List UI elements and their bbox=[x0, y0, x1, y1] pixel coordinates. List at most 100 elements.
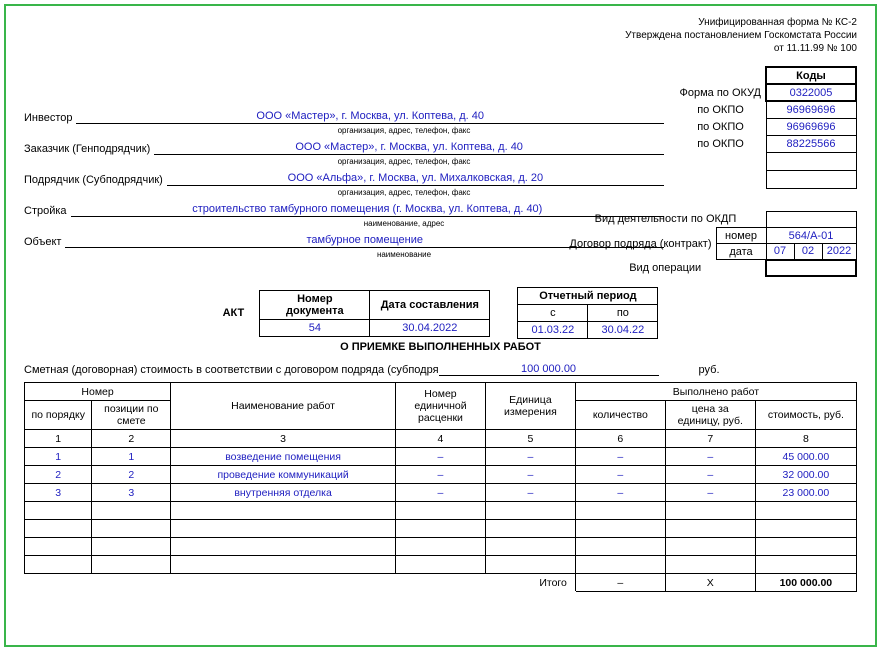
period-to-label: по bbox=[588, 305, 658, 322]
empty-row bbox=[25, 538, 857, 556]
period-header: Отчетный период bbox=[518, 288, 658, 305]
th-qty: количество bbox=[575, 401, 665, 430]
cell-qty: – bbox=[575, 448, 665, 466]
contract-date-label: дата bbox=[716, 244, 766, 260]
operation-value bbox=[766, 260, 856, 276]
cn4: 4 bbox=[396, 430, 486, 448]
empty-row bbox=[25, 556, 857, 574]
cell-cost: 45 000.00 bbox=[755, 448, 856, 466]
construction-label: Стройка bbox=[24, 205, 71, 217]
form-header: Унифицированная форма № КС-2 Утверждена … bbox=[24, 16, 857, 55]
contract-number: 564/А-01 bbox=[766, 228, 856, 244]
codes-table: Коды Форма по ОКУД0322005 по ОКПО9696969… bbox=[676, 66, 858, 189]
akt-label: АКТ bbox=[223, 307, 245, 319]
table-row: 22проведение коммуникаций––––32 000.00 bbox=[25, 466, 857, 484]
okdp-value bbox=[766, 212, 856, 228]
contract-number-label: номер bbox=[716, 228, 766, 244]
okdp-label: Вид деятельности по ОКДП bbox=[565, 212, 766, 228]
cell-unit: – bbox=[485, 484, 575, 502]
cell-n: 2 bbox=[25, 466, 92, 484]
colnum-row: 1 2 3 4 5 6 7 8 bbox=[25, 430, 857, 448]
th-position: позиции по смете bbox=[92, 401, 171, 430]
cn5: 5 bbox=[485, 430, 575, 448]
customer-sub: организация, адрес, телефон, факс bbox=[144, 157, 664, 166]
okud-label: Форма по ОКУД bbox=[676, 84, 767, 101]
doc-num-header: Номер документа bbox=[260, 290, 370, 319]
cell-price: – bbox=[665, 448, 755, 466]
contract-label: Договор подряда (контракт) bbox=[565, 228, 716, 260]
contractor-label: Подрядчик (Субподрядчик) bbox=[24, 174, 167, 186]
spacer-1 bbox=[766, 152, 856, 170]
cn2: 2 bbox=[92, 430, 171, 448]
cell-pos: 3 bbox=[92, 484, 171, 502]
th-number-group: Номер bbox=[25, 383, 171, 401]
table-row: 11возведение помещения––––45 000.00 bbox=[25, 448, 857, 466]
cell-n: 3 bbox=[25, 484, 92, 502]
itogo-price: Х bbox=[665, 574, 755, 592]
empty-row bbox=[25, 520, 857, 538]
estimate-line: Сметная (договорная) стоимость в соответ… bbox=[24, 363, 857, 376]
cell-name: возведение помещения bbox=[171, 448, 396, 466]
doc-date-header: Дата составления bbox=[370, 290, 490, 319]
cell-unit: – bbox=[485, 466, 575, 484]
doc-date: 30.04.2022 bbox=[370, 319, 490, 336]
codes-section: Коды Форма по ОКУД0322005 по ОКПО9696969… bbox=[647, 66, 857, 189]
doc-header: АКТ Номер документа Дата составления 54 … bbox=[24, 287, 857, 353]
akt-title: О ПРИЕМКЕ ВЫПОЛНЕННЫХ РАБОТ bbox=[24, 341, 857, 353]
object-label: Объект bbox=[24, 236, 65, 248]
itogo-row: Итого – Х 100 000.00 bbox=[25, 574, 857, 592]
period-to: 30.04.22 bbox=[588, 322, 658, 339]
cell-rate: – bbox=[396, 466, 486, 484]
doc-number: 54 bbox=[260, 319, 370, 336]
estimate-unit: руб. bbox=[699, 364, 720, 376]
cell-rate: – bbox=[396, 448, 486, 466]
okpo-label-1: по ОКПО bbox=[676, 101, 767, 118]
contractor-value: ООО «Альфа», г. Москва, ул. Михалковская… bbox=[167, 172, 664, 186]
customer-value: ООО «Мастер», г. Москва, ул. Коптева, д.… bbox=[154, 141, 664, 155]
cell-rate: – bbox=[396, 484, 486, 502]
codes-header: Коды bbox=[766, 67, 856, 84]
cn3: 3 bbox=[171, 430, 396, 448]
contract-day: 07 bbox=[766, 244, 794, 260]
itogo-cost: 100 000.00 bbox=[755, 574, 856, 592]
period-from: 01.03.22 bbox=[518, 322, 588, 339]
okud-value: 0322005 bbox=[766, 84, 856, 101]
cell-name: проведение коммуникаций bbox=[171, 466, 396, 484]
cn7: 7 bbox=[665, 430, 755, 448]
okpo-label-3: по ОКПО bbox=[676, 135, 767, 152]
investor-sub: организация, адрес, телефон, факс bbox=[144, 126, 664, 135]
th-name: Наименование работ bbox=[171, 383, 396, 430]
contract-block: Вид деятельности по ОКДП Договор подряда… bbox=[565, 211, 857, 277]
cell-qty: – bbox=[575, 484, 665, 502]
th-unit: Единица измерения bbox=[485, 383, 575, 430]
th-done-group: Выполнено работ bbox=[575, 383, 856, 401]
cell-price: – bbox=[665, 484, 755, 502]
cell-qty: – bbox=[575, 466, 665, 484]
contractor-sub: организация, адрес, телефон, факс bbox=[144, 188, 664, 197]
report-period-table: Отчетный период с по 01.03.22 30.04.22 bbox=[517, 287, 658, 339]
cell-cost: 23 000.00 bbox=[755, 484, 856, 502]
table-row: 33внутренняя отделка––––23 000.00 bbox=[25, 484, 857, 502]
document-frame: Унифицированная форма № КС-2 Утверждена … bbox=[4, 4, 877, 647]
th-order: по порядку bbox=[25, 401, 92, 430]
cell-pos: 2 bbox=[92, 466, 171, 484]
th-rate: Номер единичной расценки bbox=[396, 383, 486, 430]
th-cost: стоимость, руб. bbox=[755, 401, 856, 430]
approved-line: Утверждена постановлением Госкомстата Ро… bbox=[24, 29, 857, 42]
cn6: 6 bbox=[575, 430, 665, 448]
investor-okpo: 96969696 bbox=[766, 101, 856, 118]
date-line: от 11.11.99 № 100 bbox=[24, 42, 857, 55]
cell-n: 1 bbox=[25, 448, 92, 466]
spacer-2 bbox=[766, 170, 856, 188]
estimate-label: Сметная (договорная) стоимость в соответ… bbox=[24, 364, 439, 376]
cell-pos: 1 bbox=[92, 448, 171, 466]
cn1: 1 bbox=[25, 430, 92, 448]
cell-name: внутренняя отделка bbox=[171, 484, 396, 502]
itogo-qty: – bbox=[575, 574, 665, 592]
cell-price: – bbox=[665, 466, 755, 484]
investor-label: Инвестор bbox=[24, 112, 76, 124]
works-table: Номер Наименование работ Номер единичной… bbox=[24, 382, 857, 592]
empty-row bbox=[25, 502, 857, 520]
operation-label: Вид операции bbox=[565, 260, 766, 276]
itogo-label: Итого bbox=[25, 574, 576, 592]
